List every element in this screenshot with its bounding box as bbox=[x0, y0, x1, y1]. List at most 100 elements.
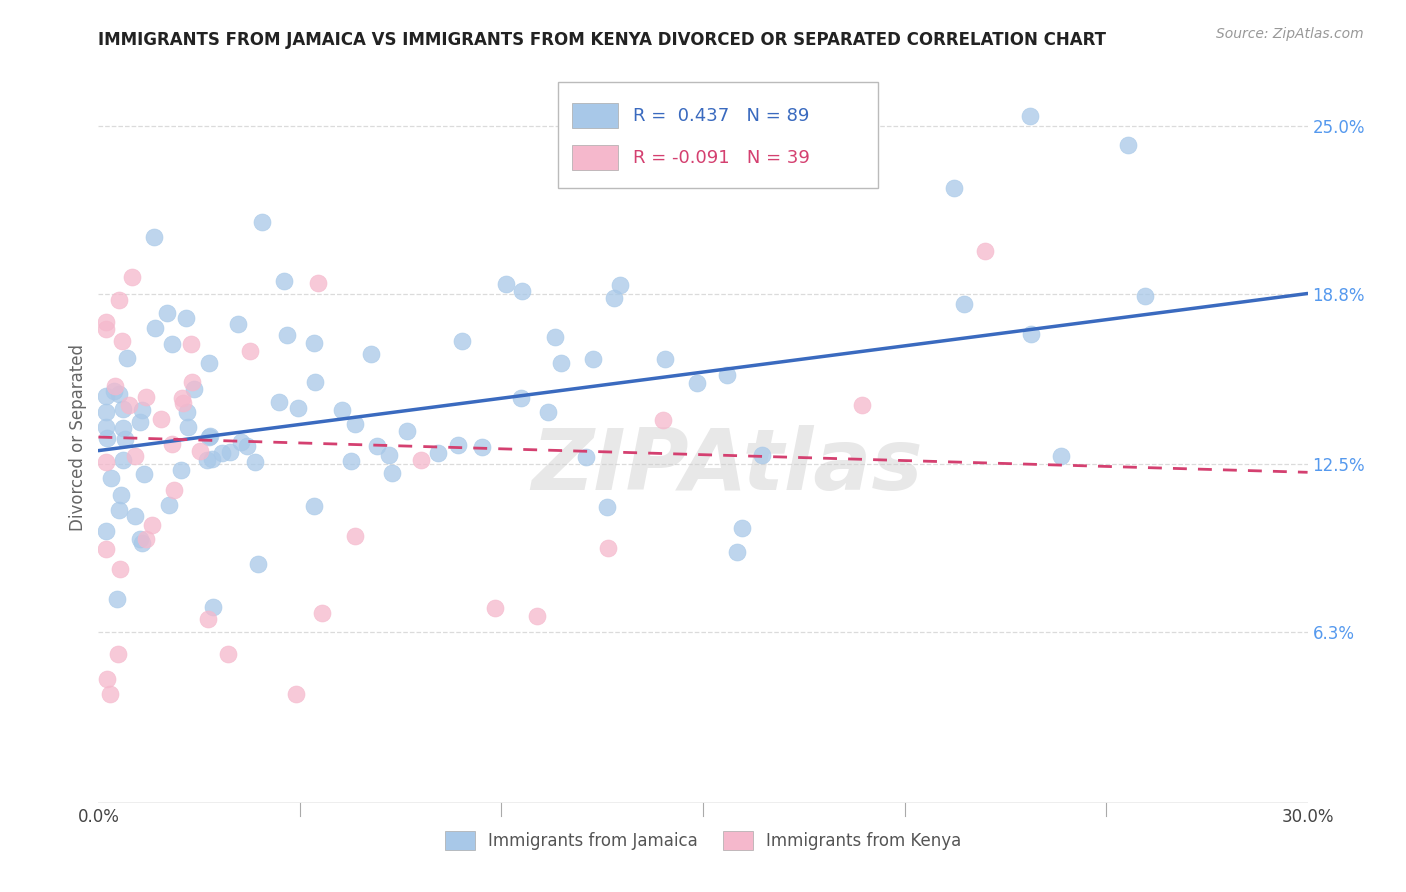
Point bbox=[176, 405, 198, 419]
Point bbox=[143, 321, 166, 335]
Point bbox=[172, 396, 194, 410]
Point bbox=[330, 402, 353, 417]
Point bbox=[287, 401, 309, 415]
Point bbox=[96, 405, 118, 419]
Point bbox=[197, 356, 219, 370]
Point bbox=[550, 356, 572, 370]
Point bbox=[250, 215, 273, 229]
Point bbox=[366, 439, 388, 453]
Text: R = -0.091   N = 39: R = -0.091 N = 39 bbox=[633, 149, 810, 167]
Point bbox=[181, 375, 204, 389]
Point bbox=[118, 398, 141, 412]
Point bbox=[157, 498, 180, 512]
Point bbox=[163, 483, 186, 497]
Point bbox=[1133, 289, 1156, 303]
Point bbox=[484, 601, 506, 615]
Point bbox=[344, 417, 367, 432]
Point bbox=[973, 244, 995, 258]
Point bbox=[273, 275, 295, 289]
Point bbox=[285, 688, 308, 702]
Point bbox=[396, 424, 419, 438]
Point bbox=[304, 376, 326, 390]
FancyBboxPatch shape bbox=[572, 103, 619, 128]
Point bbox=[716, 368, 738, 382]
Point bbox=[160, 336, 183, 351]
Point bbox=[471, 440, 494, 454]
Point bbox=[574, 450, 596, 464]
Point bbox=[526, 608, 548, 623]
Point bbox=[134, 532, 156, 546]
Text: R =  0.437   N = 89: R = 0.437 N = 89 bbox=[633, 107, 810, 125]
Point bbox=[725, 545, 748, 559]
Point bbox=[183, 382, 205, 396]
Point bbox=[226, 317, 249, 331]
Point bbox=[131, 403, 153, 417]
Point bbox=[654, 352, 676, 367]
Text: ZIPAtlas: ZIPAtlas bbox=[531, 425, 922, 508]
Point bbox=[197, 611, 219, 625]
Point bbox=[302, 336, 325, 351]
Point bbox=[170, 391, 193, 405]
Point bbox=[447, 438, 470, 452]
Point bbox=[174, 311, 197, 326]
Point bbox=[100, 471, 122, 485]
Point bbox=[96, 419, 118, 434]
Text: Source: ZipAtlas.com: Source: ZipAtlas.com bbox=[1216, 27, 1364, 41]
Point bbox=[129, 415, 152, 429]
Point bbox=[953, 297, 976, 311]
FancyBboxPatch shape bbox=[558, 82, 879, 188]
Point bbox=[751, 448, 773, 462]
Point bbox=[170, 463, 193, 477]
Point bbox=[344, 529, 367, 543]
Point bbox=[131, 536, 153, 550]
Point bbox=[198, 430, 221, 444]
Point bbox=[96, 455, 118, 469]
Point bbox=[509, 391, 531, 405]
Text: IMMIGRANTS FROM JAMAICA VS IMMIGRANTS FROM KENYA DIVORCED OR SEPARATED CORRELATI: IMMIGRANTS FROM JAMAICA VS IMMIGRANTS FR… bbox=[98, 31, 1107, 49]
Point bbox=[162, 437, 184, 451]
Point bbox=[267, 395, 290, 409]
Point bbox=[117, 351, 139, 365]
Point bbox=[245, 455, 267, 469]
Point bbox=[108, 562, 131, 576]
Point bbox=[276, 328, 298, 343]
Point bbox=[218, 445, 240, 459]
Point bbox=[108, 293, 131, 308]
Point bbox=[609, 277, 631, 292]
Point bbox=[111, 420, 134, 434]
Point bbox=[105, 592, 128, 607]
Point bbox=[236, 439, 259, 453]
Point bbox=[98, 688, 121, 702]
Point bbox=[1050, 450, 1073, 464]
Point bbox=[110, 488, 132, 502]
Point bbox=[195, 453, 218, 467]
Point bbox=[603, 291, 626, 305]
Point bbox=[451, 334, 474, 349]
Point bbox=[132, 467, 155, 482]
Point bbox=[598, 541, 620, 556]
Point bbox=[129, 532, 152, 546]
Point bbox=[596, 500, 619, 515]
Point bbox=[311, 606, 333, 620]
Point bbox=[180, 336, 202, 351]
Point bbox=[217, 647, 239, 661]
Point bbox=[851, 398, 873, 412]
Point bbox=[730, 521, 752, 535]
Point bbox=[495, 277, 517, 292]
Point bbox=[536, 404, 558, 418]
Point bbox=[307, 277, 329, 291]
Point bbox=[141, 518, 163, 533]
Point bbox=[1019, 326, 1042, 341]
Point bbox=[510, 285, 533, 299]
Point bbox=[107, 647, 129, 661]
Point bbox=[121, 269, 143, 284]
Point bbox=[188, 444, 211, 458]
Point bbox=[177, 420, 200, 434]
Point bbox=[96, 431, 118, 445]
Point bbox=[124, 508, 146, 523]
Point bbox=[304, 500, 326, 514]
Point bbox=[96, 541, 118, 556]
Legend: Immigrants from Jamaica, Immigrants from Kenya: Immigrants from Jamaica, Immigrants from… bbox=[439, 824, 967, 856]
Point bbox=[156, 306, 179, 320]
Point bbox=[651, 412, 673, 426]
